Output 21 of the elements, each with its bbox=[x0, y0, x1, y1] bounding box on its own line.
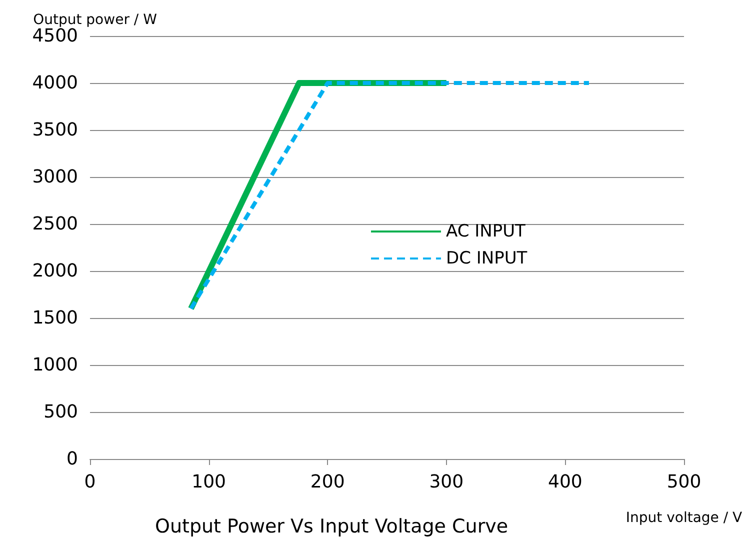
legend-label: DC INPUT bbox=[446, 248, 528, 268]
x-tick-label: 300 bbox=[429, 472, 464, 492]
x-tick-label: 400 bbox=[548, 472, 582, 492]
y-tick-label: 0 bbox=[66, 448, 78, 470]
y-tick-label: 2000 bbox=[32, 260, 78, 282]
x-tick-label: 100 bbox=[192, 472, 226, 492]
y-tick-label: 3000 bbox=[32, 166, 78, 188]
y-tick-label: 2500 bbox=[32, 214, 78, 234]
x-tick-label: 200 bbox=[310, 472, 345, 492]
y-tick-label: 1000 bbox=[32, 354, 78, 376]
y-tick-label: 4500 bbox=[32, 26, 78, 46]
y-tick-label: 500 bbox=[44, 402, 78, 422]
x-tick-label: 0 bbox=[84, 472, 96, 492]
y-tick-label: 3500 bbox=[32, 120, 78, 140]
text: Output Power Vs Input Voltage Curve bbox=[155, 516, 508, 538]
y-axis-title: Output power / W bbox=[33, 12, 158, 28]
y-tick-label: 4000 bbox=[32, 72, 78, 94]
x-tick-label: 500 bbox=[666, 472, 702, 492]
x-axis-title: Input voltage / V bbox=[626, 510, 743, 526]
legend-label: AC INPUT bbox=[446, 222, 526, 242]
y-tick-label: 1500 bbox=[32, 308, 78, 328]
